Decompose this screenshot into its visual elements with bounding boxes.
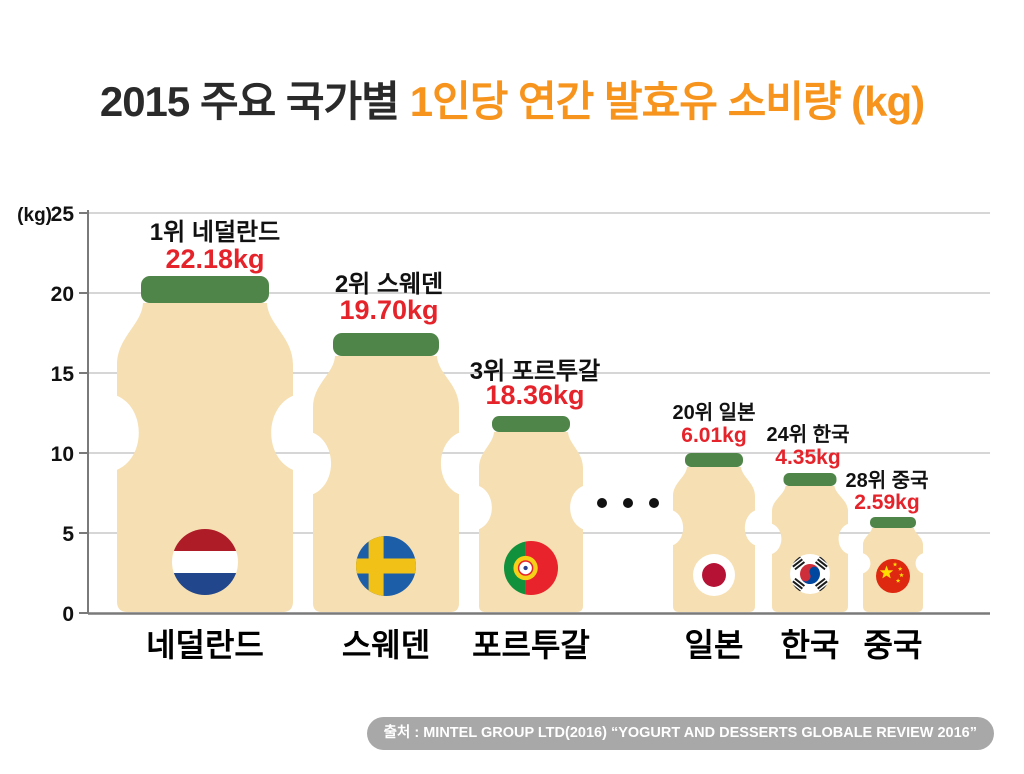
rank-label: 1위 네덜란드 <box>150 219 280 246</box>
y-axis-unit-label: (kg) <box>17 205 52 226</box>
value-label: 19.70kg <box>339 295 438 325</box>
y-tick-label: 15 <box>51 363 75 386</box>
bottle-cap <box>870 517 916 528</box>
title-prefix: 2015 주요 국가별 <box>99 78 400 125</box>
flag-portugal-icon <box>504 541 558 595</box>
y-tick-label: 20 <box>51 283 74 306</box>
flag-sweden-icon <box>356 536 416 596</box>
y-tick-label: 25 <box>51 203 75 226</box>
rank-label: 20위 일본 <box>672 401 755 424</box>
flag-netherlands-icon <box>172 529 238 595</box>
bottle-body <box>313 356 459 612</box>
title-highlight: 1인당 연간 발효유 소비량 (kg) <box>409 78 925 125</box>
bottle-cap <box>783 473 837 486</box>
bottle-cap <box>492 416 570 432</box>
bottle-cap <box>333 333 439 356</box>
bottle-cap <box>685 453 743 467</box>
bottle-cap <box>141 276 269 303</box>
y-tick-label: 0 <box>62 603 74 626</box>
country-label: 네덜란드 <box>146 627 264 663</box>
country-label: 스웨덴 <box>342 627 430 663</box>
flag-china-icon <box>876 559 910 593</box>
y-tick-label: 5 <box>62 523 74 546</box>
value-label: 4.35kg <box>775 446 840 469</box>
y-tick-label: 10 <box>51 443 74 466</box>
country-label: 중국 <box>864 627 923 663</box>
flag-japan-icon <box>693 554 735 596</box>
country-label: 일본 <box>685 627 744 663</box>
flag-south-korea-icon <box>790 554 830 594</box>
bottle-sweden <box>313 333 459 612</box>
bottle-netherlands <box>117 276 293 612</box>
bottle-body <box>117 303 293 612</box>
bottle-body <box>772 486 848 612</box>
source-badge: 출처 : MINTEL GROUP LTD(2016) “YOGURT AND … <box>366 717 994 750</box>
source-text: 출처 : MINTEL GROUP LTD(2016) “YOGURT AND … <box>383 725 977 741</box>
rank-label: 2위 스웨덴 <box>335 271 443 298</box>
ellipsis-dots <box>597 498 659 508</box>
value-label: 18.36kg <box>485 380 584 410</box>
country-label: 한국 <box>781 627 840 663</box>
value-label: 2.59kg <box>854 491 919 514</box>
value-label: 6.01kg <box>681 424 746 447</box>
bottle-south-korea <box>772 473 848 612</box>
rank-label: 24위 한국 <box>766 423 849 446</box>
rank-label: 3위 포르투갈 <box>470 358 600 385</box>
country-label: 포르투갈 <box>472 627 590 663</box>
rank-label: 28위 중국 <box>845 469 928 492</box>
page-title: 2015 주요 국가별 1인당 연간 발효유 소비량 (kg) <box>0 68 1024 129</box>
value-label: 22.18kg <box>165 244 264 274</box>
